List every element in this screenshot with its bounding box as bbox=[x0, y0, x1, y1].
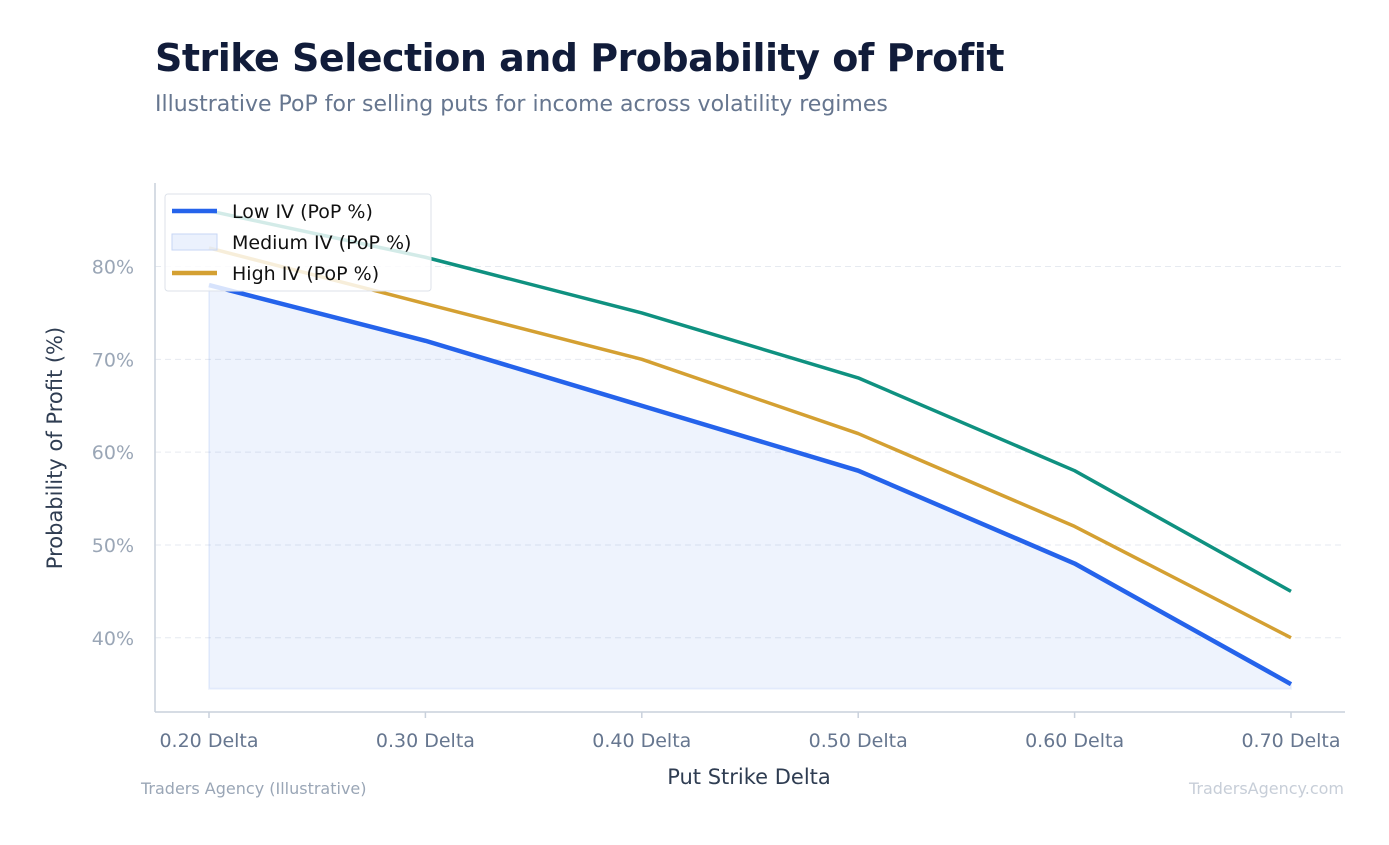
x-tick-label: 0.30 Delta bbox=[376, 730, 475, 752]
source-note: Traders Agency (Illustrative) bbox=[141, 779, 367, 798]
y-tick-label: 50% bbox=[92, 535, 134, 557]
x-axis-label: Put Strike Delta bbox=[667, 765, 831, 789]
legend-swatch bbox=[171, 233, 218, 251]
legend-box bbox=[164, 193, 432, 292]
y-axis-label: Probability of Profit (%) bbox=[43, 327, 67, 569]
legend-label: Low IV (PoP %) bbox=[232, 201, 373, 223]
x-tick-label: 0.50 Delta bbox=[809, 730, 908, 752]
high-iv-line bbox=[208, 246, 1292, 640]
y-tick-label: 40% bbox=[92, 628, 134, 650]
x-tick-label: 0.70 Delta bbox=[1241, 730, 1340, 752]
y-tick-label: 70% bbox=[92, 349, 134, 371]
low-iv-line bbox=[208, 282, 1293, 687]
y-tick-label: 60% bbox=[92, 442, 134, 464]
legend-label: High IV (PoP %) bbox=[232, 263, 379, 285]
x-tick-label: 0.60 Delta bbox=[1025, 730, 1124, 752]
legend-label: Medium IV (PoP %) bbox=[232, 232, 411, 254]
chart-subtitle: Illustrative PoP for selling puts for in… bbox=[155, 92, 888, 117]
watermark: TradersAgency.com bbox=[1188, 779, 1344, 798]
y-tick-label: 80% bbox=[92, 257, 134, 279]
x-tick-label: 0.20 Delta bbox=[159, 730, 258, 752]
x-tick-label: 0.40 Delta bbox=[592, 730, 691, 752]
chart-title: Strike Selection and Probability of Prof… bbox=[155, 36, 1005, 80]
